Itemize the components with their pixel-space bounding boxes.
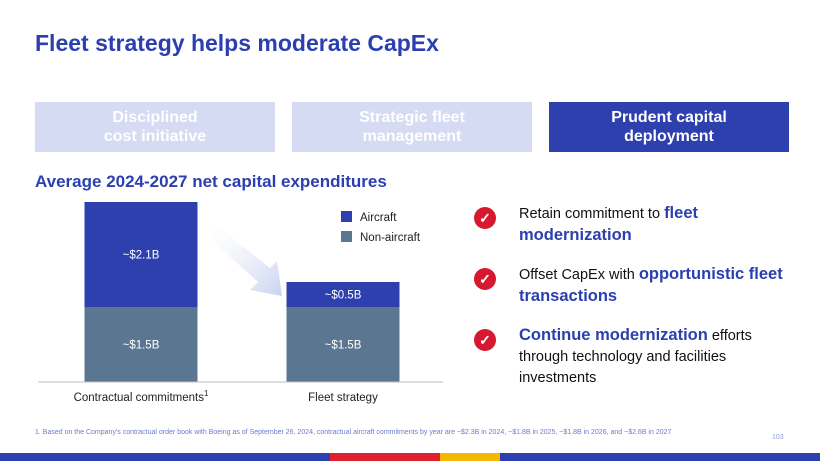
legend-label-aircraft: Aircraft [360,212,397,224]
stripe-red [330,453,440,461]
bar-aircraft-1 [84,202,198,307]
tab-line1: Strategic fleet [359,109,465,126]
bullet-pre: Offset CapEx with [519,267,639,283]
tab-line2: cost initiative [103,128,207,145]
transition-arrow [205,224,282,296]
footnote-marker: 1 [204,389,209,398]
capex-chart: ~$1.5B ~$2.1B ~$1.5B ~$0.5B Aircraft Non-ai… [38,202,443,404]
legend-swatch-non-aircraft [341,231,352,242]
data-label-aircraft-2: ~$0.5B [325,290,362,302]
data-label-non-aircraft-2: ~$1.5B [325,340,362,352]
check-icon: ✓ [474,268,496,290]
bullet-item: ✓ Retain commitment to fleet modernizati… [474,203,794,247]
tab-disciplined-cost-initiative: Disciplined cost initiative [35,102,275,152]
stripe-blue-2 [500,453,820,461]
bullet-pre: Retain commitment to [519,206,665,222]
bar-aircraft-2 [286,282,400,307]
legend-swatch-aircraft [341,211,352,222]
page-number: 103 [772,434,784,441]
check-icon: ✓ [474,329,496,351]
legend-label-non-aircraft: Non-aircraft [360,232,421,244]
category-label-fleet-strategy: Fleet strategy [308,392,378,404]
bar-non-aircraft-2 [286,307,400,382]
footnote: 1. Based on the Company's contractual or… [35,429,672,436]
bullet-item: ✓ Continue modernization efforts through… [474,325,794,389]
tab-line2: deployment [624,128,714,145]
bar-non-aircraft-1 [84,307,198,382]
legend: Aircraft Non-aircraft [341,211,421,244]
tab-line2: management [362,128,462,145]
bullet-list: ✓ Retain commitment to fleet modernizati… [474,203,794,406]
tab-prudent-capital-deployment: Prudent capital deployment [549,102,789,152]
chart-subtitle: Average 2024-2027 net capital expenditur… [35,172,387,191]
data-label-aircraft-1: ~$2.1B [123,250,160,262]
bullet-item: ✓ Offset CapEx with opportunistic fleet … [474,264,794,308]
brand-stripe [0,453,820,461]
bullet-post: efforts through technology and facilitie… [519,328,752,386]
data-label-non-aircraft-1: ~$1.5B [123,340,160,352]
stripe-blue [0,453,330,461]
bullet-highlight: Continue modernization [519,326,708,344]
bullet-highlight: opportunistic fleet transactions [519,265,783,305]
bullet-highlight: fleet modernization [519,204,698,244]
page-title: Fleet strategy helps moderate CapEx [35,30,439,56]
tab-line1: Prudent capital [611,109,727,126]
tab-strategic-fleet-management: Strategic fleet management [292,102,532,152]
category-label-text: Contractual commitments [74,392,205,404]
tab-line1: Disciplined [112,109,198,126]
check-icon: ✓ [474,207,496,229]
stripe-yellow [440,453,500,461]
category-label-contractual: Contractual commitments1 [74,389,209,404]
